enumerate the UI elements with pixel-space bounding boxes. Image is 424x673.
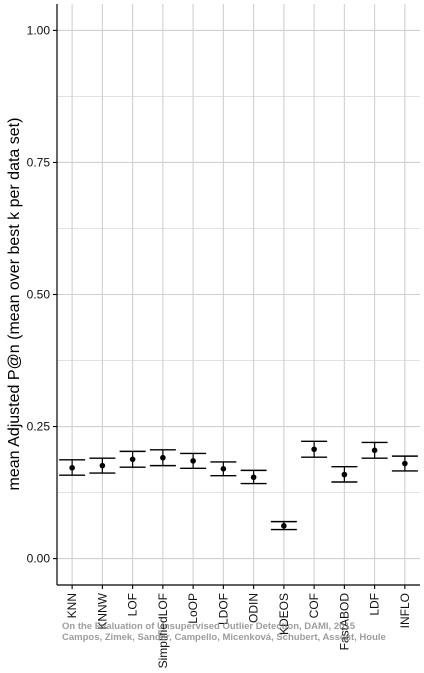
- errorbars: [59, 440, 418, 531]
- grid: [57, 4, 420, 585]
- x-tick-label: SimplifiedLOF: [156, 593, 170, 668]
- data-point: [220, 466, 227, 472]
- data-point: [250, 474, 257, 481]
- x-tick-label: LDF: [368, 593, 382, 616]
- y-tick-label: 0.00: [27, 552, 51, 566]
- data-point: [341, 471, 348, 478]
- watermark: On the Evaluation of Unsupervised Outlie…: [62, 621, 386, 643]
- x-tick-labels: KNN KNNW LOF SimplifiedLOF LoOP LDOF ODIN KDEOS…: [65, 592, 412, 668]
- x-tick-label: KDEOS: [277, 593, 291, 635]
- x-tick-label: KNN: [65, 593, 79, 618]
- y-tick-labels: 0.00 0.25 0.50 0.75 1.00: [27, 23, 51, 565]
- watermark-line: Campos, Zimek, Sander, Campello, Micenko…: [62, 632, 386, 643]
- data-point: [311, 446, 317, 453]
- x-tick-label: COF: [307, 593, 321, 618]
- axes: [53, 4, 420, 589]
- data-point: [99, 462, 106, 469]
- data-point: [281, 523, 287, 529]
- data-point: [69, 464, 75, 471]
- y-tick-label: 0.25: [27, 420, 51, 434]
- x-tick-label: LoOP: [186, 593, 200, 624]
- data-point: [129, 456, 136, 463]
- x-tick-label: LDOF: [216, 593, 230, 625]
- x-tick-label: KNNW: [95, 592, 109, 629]
- x-tick-label: INFLO: [398, 593, 412, 628]
- data-point: [402, 460, 408, 467]
- data-point: [160, 454, 166, 461]
- y-tick-label: 0.50: [27, 288, 51, 302]
- y-tick-label: 1.00: [27, 23, 51, 37]
- y-tick-label: 0.75: [27, 155, 51, 169]
- x-tick-label: LOF: [126, 593, 140, 616]
- watermark-line: On the Evaluation of Unsupervised Outlie…: [62, 621, 356, 632]
- data-point: [190, 458, 196, 464]
- y-axis-title: mean Adjusted P@n (mean over best k per …: [6, 118, 23, 491]
- data-point: [371, 447, 378, 454]
- x-tick-label: FastABOD: [337, 593, 351, 651]
- points: [69, 446, 408, 529]
- x-tick-label: ODIN: [247, 593, 261, 623]
